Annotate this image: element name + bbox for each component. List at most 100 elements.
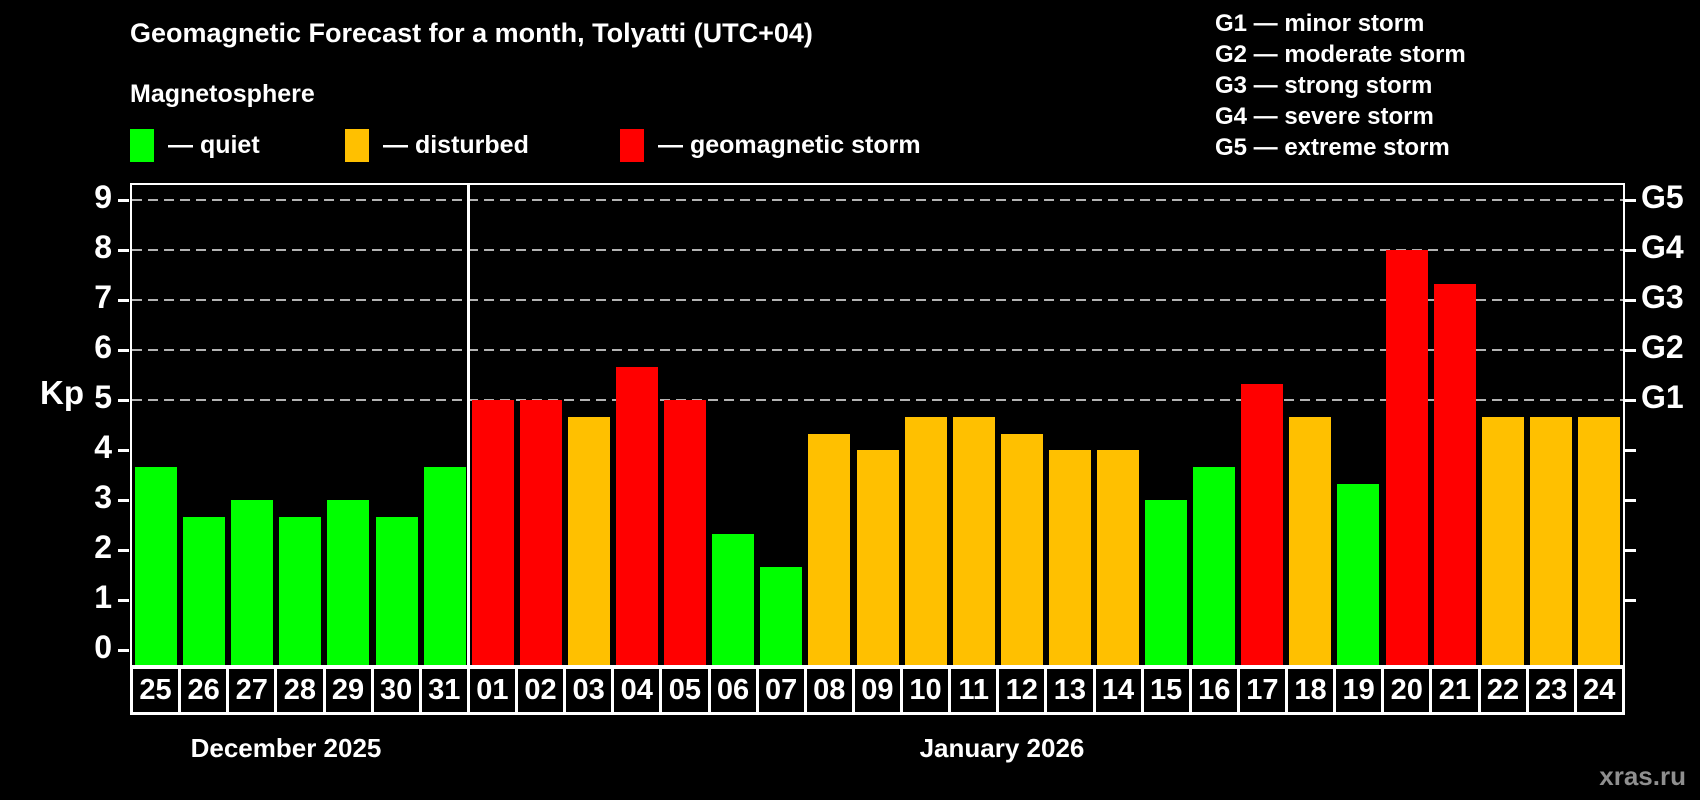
day-cell-31: 31	[418, 666, 470, 715]
legend-label-storm: — geomagnetic storm	[658, 130, 921, 159]
day-cell-11: 11	[948, 666, 1000, 715]
left-tick-1	[118, 598, 129, 602]
y-tick-label-5: 5	[94, 379, 112, 415]
right-tick-3	[1625, 498, 1636, 502]
day-cell-23: 23	[1525, 666, 1577, 715]
left-tick-3	[118, 498, 129, 502]
day-cell-03: 03	[563, 666, 615, 715]
day-cell-24: 24	[1573, 666, 1625, 715]
y-axis-label: Kp	[40, 374, 84, 411]
day-cell-19: 19	[1333, 666, 1385, 715]
gridline-kp9	[132, 199, 1623, 201]
g-axis-label-g2: G2	[1641, 329, 1684, 365]
bar-day-02	[519, 400, 562, 665]
bar-day-21	[1433, 283, 1476, 665]
legend-item-storm: — geomagnetic storm	[620, 126, 921, 164]
storm-color-swatch	[620, 128, 644, 162]
left-tick-4	[118, 448, 129, 452]
chart-subtitle: Magnetosphere	[130, 80, 315, 108]
day-cell-06: 06	[707, 666, 759, 715]
day-cell-13: 13	[1044, 666, 1096, 715]
y-tick-label-3: 3	[94, 479, 112, 515]
plot-area: 0 1 2 3 4 5 6 7 8 9 G1 G2 G3 G4 G5	[94, 179, 1684, 667]
day-cell-05: 05	[659, 666, 711, 715]
quiet-color-swatch	[130, 128, 154, 162]
right-tick-1	[1625, 598, 1636, 602]
day-cell-07: 07	[755, 666, 807, 715]
bar-day-07	[760, 566, 803, 665]
disturbed-color-swatch	[345, 128, 369, 162]
left-tick-6	[118, 348, 129, 352]
day-cell-02: 02	[515, 666, 567, 715]
day-cell-25: 25	[130, 666, 182, 715]
day-cell-26: 26	[178, 666, 230, 715]
legend-label-disturbed: — disturbed	[383, 130, 529, 159]
bar-day-16	[1193, 466, 1236, 665]
day-cell-20: 20	[1381, 666, 1433, 715]
g4-legend-line: G4 — severe storm	[1215, 103, 1434, 130]
bar-day-05	[664, 400, 707, 665]
bar-day-03	[567, 416, 610, 665]
bar-day-15	[1145, 500, 1188, 665]
left-tick-7	[118, 298, 129, 302]
bar-day-20	[1385, 250, 1428, 665]
bar-day-08	[808, 433, 851, 665]
y-tick-label-0: 0	[94, 629, 112, 665]
bar-day-28	[279, 516, 322, 665]
day-cell-17: 17	[1236, 666, 1288, 715]
right-tick-8	[1625, 248, 1636, 252]
bar-day-13	[1048, 450, 1091, 665]
g5-legend-line: G5 — extreme storm	[1215, 134, 1450, 161]
y-tick-label-7: 7	[94, 279, 112, 315]
day-cell-21: 21	[1429, 666, 1481, 715]
bar-day-25	[135, 466, 178, 665]
day-cell-27: 27	[226, 666, 278, 715]
g-axis-label-g5: G5	[1641, 179, 1684, 215]
month-label-january: January 2026	[919, 733, 1085, 763]
watermark: xras.ru	[1599, 761, 1686, 791]
bar-day-17	[1241, 383, 1284, 665]
right-tick-6	[1625, 348, 1636, 352]
legend-item-quiet: — quiet	[130, 126, 260, 164]
bar-day-23	[1529, 416, 1572, 665]
day-cell-15: 15	[1140, 666, 1192, 715]
day-cell-29: 29	[322, 666, 374, 715]
bar-day-10	[904, 416, 947, 665]
left-tick-2	[118, 548, 129, 552]
legend-item-disturbed: — disturbed	[345, 126, 529, 164]
bar-day-18	[1289, 416, 1332, 665]
day-cell-22: 22	[1477, 666, 1529, 715]
left-tick-5	[118, 398, 129, 402]
day-cell-10: 10	[900, 666, 952, 715]
left-tick-0	[118, 648, 129, 652]
right-tick-2	[1625, 548, 1636, 552]
day-cell-28: 28	[274, 666, 326, 715]
y-tick-label-4: 4	[94, 429, 112, 465]
bar-day-27	[231, 500, 274, 665]
left-tick-8	[118, 248, 129, 252]
day-cell-30: 30	[370, 666, 422, 715]
bar-day-01	[471, 400, 514, 665]
g3-legend-line: G3 — strong storm	[1215, 72, 1433, 99]
y-tick-label-8: 8	[94, 229, 112, 265]
day-cell-18: 18	[1285, 666, 1337, 715]
day-cell-04: 04	[611, 666, 663, 715]
day-cell-08: 08	[803, 666, 855, 715]
g1-legend-line: G1 — minor storm	[1215, 10, 1425, 37]
day-cell-12: 12	[996, 666, 1048, 715]
g-axis-label-g1: G1	[1641, 379, 1684, 415]
bar-day-29	[327, 500, 370, 665]
bar-day-24	[1577, 416, 1620, 665]
bar-day-31	[423, 466, 466, 665]
bar-day-04	[616, 366, 659, 665]
x-axis-day-row: 25 26 27 28 29 30 31 01 02 03 04 05 06 07 08 09 10 11 12 13…	[130, 666, 1625, 715]
y-tick-label-9: 9	[94, 179, 112, 215]
g-axis-label-g4: G4	[1641, 229, 1684, 265]
gridline-kp8	[132, 249, 1623, 251]
bar-day-11	[952, 416, 995, 665]
g2-legend-line: G2 — moderate storm	[1215, 41, 1466, 68]
bar-day-26	[183, 516, 226, 665]
right-tick-5	[1625, 398, 1636, 402]
y-tick-label-2: 2	[94, 529, 112, 565]
